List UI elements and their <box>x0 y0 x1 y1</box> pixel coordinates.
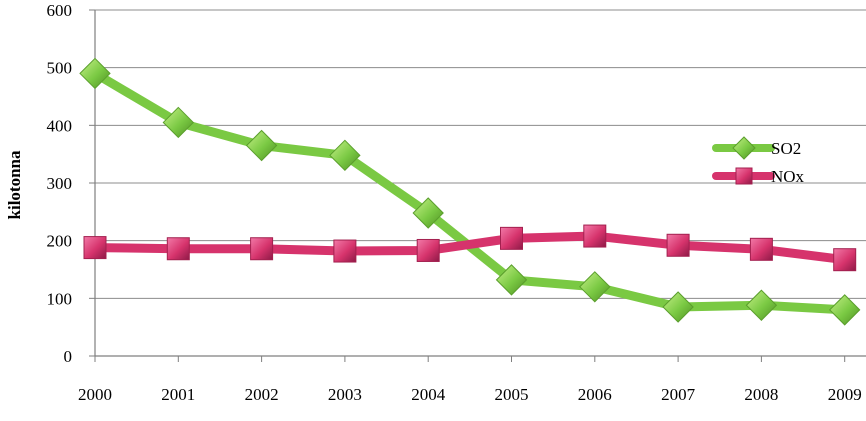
x-tick-label-2008: 2008 <box>744 385 778 404</box>
y-tick-label-0: 0 <box>64 347 73 366</box>
y-tick-label-200: 200 <box>47 232 73 251</box>
tick-labels: 0 100 200 300 400 500 600 2000 2001 2002 2003 2004 2… <box>47 1 862 404</box>
series-lines <box>90 68 850 315</box>
x-tick-label-2009: 2009 <box>828 385 862 404</box>
legend-marker-nox <box>735 167 753 185</box>
marker-nox-2009 <box>833 248 857 272</box>
marker-nox-2005 <box>500 226 523 250</box>
legend-item-nox: NOx <box>712 167 805 186</box>
y-tick-label-500: 500 <box>47 59 73 78</box>
marker-nox-2003 <box>333 239 357 263</box>
marker-so2-2002 <box>245 129 278 162</box>
marker-nox-2006 <box>583 224 607 248</box>
x-tick-label-2001: 2001 <box>161 385 195 404</box>
legend-marker-so2 <box>732 136 756 160</box>
x-tick-label-2003: 2003 <box>328 385 362 404</box>
marker-so2-2008 <box>745 289 778 321</box>
legend-label-so2: SO2 <box>771 139 801 158</box>
marker-nox-2007 <box>666 233 690 257</box>
legend-item-so2: SO2 <box>712 136 801 160</box>
grid-lines <box>95 9 866 299</box>
x-tick-label-2004: 2004 <box>411 385 446 404</box>
marker-nox-2002 <box>250 237 274 261</box>
y-tick-label-100: 100 <box>47 289 73 308</box>
marker-so2-2007 <box>662 291 694 323</box>
y-axis-title: kilotonna <box>5 150 24 219</box>
series-line-nox <box>90 231 850 265</box>
x-tick-label-2006: 2006 <box>578 385 612 404</box>
legend: SO2 NOx <box>712 136 805 186</box>
y-tick-label-400: 400 <box>47 116 73 135</box>
marker-nox-2000 <box>83 236 107 260</box>
marker-so2-2000 <box>79 57 111 90</box>
marker-nox-2004 <box>416 238 440 262</box>
marker-nox-2008 <box>749 237 773 261</box>
series-markers <box>79 57 861 326</box>
x-tick-label-2002: 2002 <box>245 385 279 404</box>
series-line-so2 <box>90 68 850 315</box>
x-tick-label-2007: 2007 <box>661 385 696 404</box>
marker-so2-2006 <box>579 271 611 303</box>
marker-so2-2005 <box>495 264 528 296</box>
y-tick-label-300: 300 <box>47 174 73 193</box>
legend-label-nox: NOx <box>771 167 805 186</box>
x-tick-label-2005: 2005 <box>495 385 529 404</box>
marker-nox-2001 <box>166 237 190 261</box>
marker-so2-2001 <box>162 106 195 139</box>
marker-so2-2003 <box>329 139 361 172</box>
marker-so2-2009 <box>828 294 861 326</box>
x-tick-label-2000: 2000 <box>78 385 112 404</box>
y-tick-label-600: 600 <box>47 1 73 20</box>
marker-so2-2004 <box>412 197 444 229</box>
